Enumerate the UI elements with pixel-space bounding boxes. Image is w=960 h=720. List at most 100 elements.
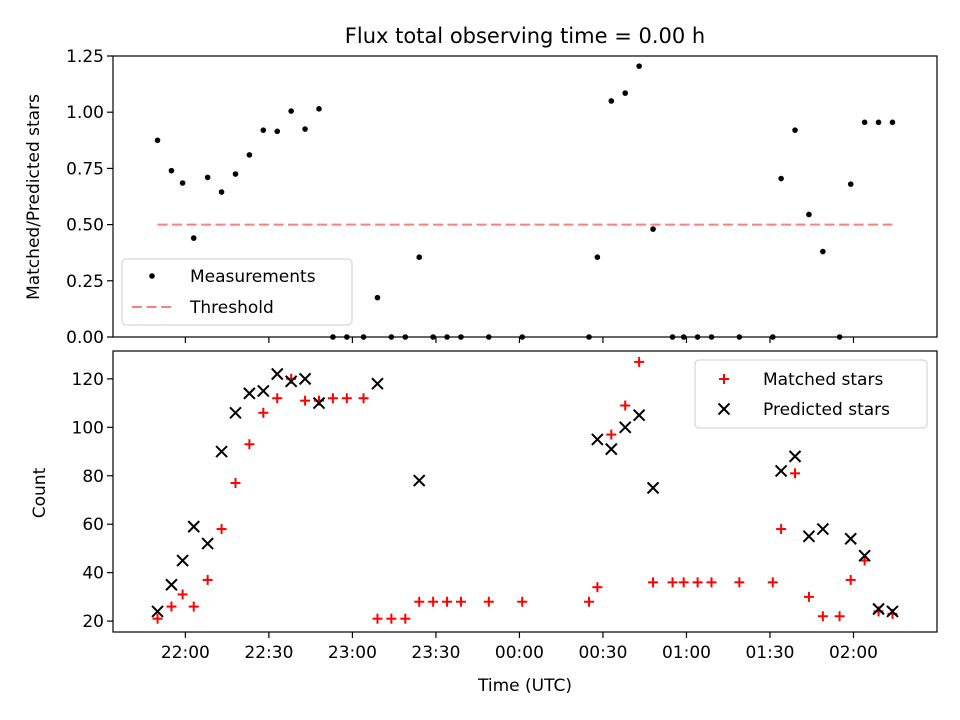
matched-point <box>258 407 269 418</box>
matched-point <box>341 393 352 404</box>
predicted-point-b <box>619 421 632 434</box>
bottom-y-tick-label: 40 <box>82 564 104 584</box>
matched-point <box>734 577 745 588</box>
measurement-point <box>246 152 253 158</box>
top-y-tick-label: 0.00 <box>66 328 104 348</box>
matched-point <box>483 596 494 607</box>
top-y-tick-label: 1.25 <box>66 47 104 67</box>
matched-point <box>606 429 617 440</box>
bottom-y-tick-label: 80 <box>82 467 104 487</box>
bottom-x-tick-label: 23:30 <box>411 643 460 663</box>
chart-title: Flux total observing time = 0.00 h <box>345 24 705 48</box>
predicted-point-b <box>816 522 830 536</box>
predicted-point <box>176 554 189 567</box>
measurement-point <box>190 235 197 241</box>
measurement-point <box>861 119 868 126</box>
measurement-point <box>260 127 267 133</box>
predicted-point <box>872 602 885 616</box>
measurement-point <box>636 63 642 69</box>
bottom-legend-box <box>694 359 928 429</box>
predicted-point <box>257 384 270 398</box>
matched-point <box>692 577 703 588</box>
predicted-point-b <box>591 433 604 446</box>
bottom-y-tick-label: 100 <box>72 418 104 438</box>
predicted-point-b <box>298 372 312 386</box>
matched-point <box>177 589 188 600</box>
predicted-point-b <box>151 605 164 618</box>
predicted-point <box>886 605 899 618</box>
matched-point <box>790 468 801 479</box>
top-plot: 0.00 0.25 0.50 0.75 1.00 1.25 Measurements Thre… <box>66 47 938 348</box>
legend-matched-label: Matched stars <box>763 370 883 390</box>
measurement-point <box>458 334 464 340</box>
matched-point <box>803 591 814 602</box>
predicted-point <box>371 377 384 390</box>
measurement-point <box>820 248 826 255</box>
measurement-point <box>806 211 812 218</box>
measurement-point <box>344 334 350 340</box>
matched-point <box>428 596 439 607</box>
bottom-x-tick-label: 01:30 <box>745 643 794 663</box>
legend-predicted-marker <box>717 402 731 416</box>
bottom-plot-frame <box>112 350 938 633</box>
bottom-x-tick-label: 02:00 <box>829 643 878 663</box>
matched-point <box>634 356 645 367</box>
matched-point <box>678 577 689 588</box>
top-y-tick-label: 1.00 <box>66 103 104 123</box>
legend-matched-marker <box>719 374 729 384</box>
measurement-point <box>708 334 715 340</box>
predicted-point-b <box>605 442 618 456</box>
bottom-x-tick-label: 00:30 <box>578 643 627 663</box>
predicted-point-b <box>257 384 270 398</box>
predicted-point-b <box>802 530 816 543</box>
measurement-point <box>302 126 308 132</box>
matched-point <box>667 577 678 588</box>
predicted-point <box>774 464 788 478</box>
matched-point <box>327 393 338 404</box>
matched-point <box>188 601 199 612</box>
measurement-point <box>330 334 336 340</box>
matched-point <box>442 596 453 607</box>
measurement-point <box>778 175 784 182</box>
predicted-point <box>298 372 312 386</box>
measurement-point <box>430 334 436 340</box>
predicted-point-b <box>632 408 646 422</box>
matched-point <box>244 439 255 450</box>
predicted-point <box>151 605 164 618</box>
measurement-point <box>875 119 882 126</box>
matched-point <box>386 613 397 624</box>
measurement-point <box>889 119 896 126</box>
predicted-point <box>201 537 214 550</box>
predicted-point-b <box>872 602 885 616</box>
predicted-point-b <box>858 549 871 562</box>
bottom-y-tick-label: 120 <box>72 370 104 390</box>
bottom-plot: 20 40 60 80 100 120 22:00 22:30 23:00 23:30 00:00 0… <box>72 350 938 663</box>
measurement-point <box>374 294 381 301</box>
top-y-tick-label: 0.25 <box>66 272 104 292</box>
bottom-x-tick-label: 23:00 <box>328 643 377 663</box>
matched-point <box>517 596 528 607</box>
predicted-point <box>165 578 178 591</box>
bottom-y-axis-label: Count <box>30 467 50 518</box>
matched-point <box>834 611 845 622</box>
predicted-point-b <box>788 450 802 463</box>
predicted-point <box>619 421 632 434</box>
top-y-tick-label: 0.50 <box>66 216 104 236</box>
top-y-tick-label: 0.75 <box>66 159 104 179</box>
measurement-point <box>836 334 843 340</box>
matched-point <box>216 524 227 535</box>
bottom-x-tick-label: 00:00 <box>495 643 544 663</box>
measurement-point <box>444 334 450 340</box>
measurement-point <box>360 334 367 340</box>
bottom-x-tick-label: 22:30 <box>244 643 293 663</box>
measurement-point <box>680 334 687 340</box>
matched-point <box>706 577 717 588</box>
measurement-point <box>669 334 676 340</box>
predicted-point <box>229 406 242 419</box>
measurement-point <box>218 189 225 195</box>
matched-point <box>845 574 856 585</box>
matched-point <box>817 611 828 622</box>
legend-predicted-label: Predicted stars <box>763 400 890 420</box>
predicted-point <box>284 375 298 388</box>
legend-measurement-label: Measurements <box>190 267 316 287</box>
